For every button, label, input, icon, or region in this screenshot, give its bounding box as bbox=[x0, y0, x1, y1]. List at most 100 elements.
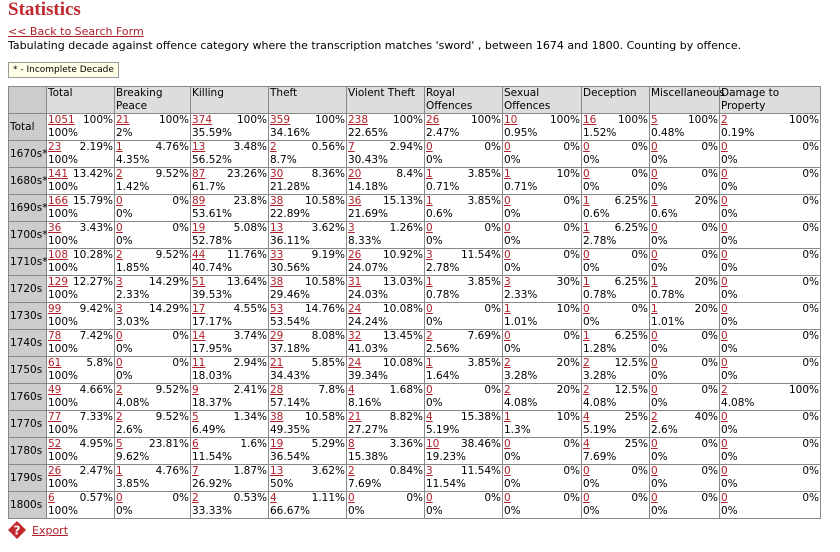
count-link[interactable]: 28 bbox=[270, 384, 284, 396]
count-link[interactable]: 6 bbox=[192, 438, 199, 450]
count-link[interactable]: 3 bbox=[504, 276, 511, 288]
count-link[interactable]: 2 bbox=[348, 465, 355, 477]
count-link[interactable]: 30 bbox=[270, 168, 284, 180]
count-link[interactable]: 0 bbox=[583, 465, 590, 477]
count-link[interactable]: 7 bbox=[192, 465, 199, 477]
count-link[interactable]: 0 bbox=[721, 303, 728, 315]
count-link[interactable]: 2 bbox=[504, 384, 511, 396]
count-link[interactable]: 2 bbox=[426, 330, 433, 342]
count-link[interactable]: 2 bbox=[651, 411, 658, 423]
count-link[interactable]: 4 bbox=[270, 492, 277, 504]
count-link[interactable]: 0 bbox=[721, 465, 728, 477]
count-link[interactable]: 3 bbox=[426, 465, 433, 477]
count-link[interactable]: 0 bbox=[721, 249, 728, 261]
count-link[interactable]: 38 bbox=[270, 195, 284, 207]
count-link[interactable]: 108 bbox=[48, 249, 69, 261]
count-link[interactable]: 0 bbox=[583, 249, 590, 261]
count-link[interactable]: 0 bbox=[651, 465, 658, 477]
export-link[interactable]: Export bbox=[32, 523, 69, 537]
count-link[interactable]: 2 bbox=[504, 357, 511, 369]
count-link[interactable]: 2 bbox=[116, 411, 123, 423]
count-link[interactable]: 3 bbox=[116, 276, 123, 288]
count-link[interactable]: 1 bbox=[426, 276, 433, 288]
count-link[interactable]: 13 bbox=[192, 141, 206, 153]
count-link[interactable]: 1 bbox=[504, 168, 511, 180]
count-link[interactable]: 1 bbox=[583, 276, 590, 288]
count-link[interactable]: 21 bbox=[270, 357, 284, 369]
count-link[interactable]: 0 bbox=[721, 168, 728, 180]
count-link[interactable]: 2 bbox=[721, 384, 728, 396]
count-link[interactable]: 0 bbox=[348, 492, 355, 504]
count-link[interactable]: 0 bbox=[583, 492, 590, 504]
count-link[interactable]: 1 bbox=[116, 141, 123, 153]
count-link[interactable]: 3 bbox=[348, 222, 355, 234]
count-link[interactable]: 0 bbox=[651, 438, 658, 450]
count-link[interactable]: 1 bbox=[651, 276, 658, 288]
count-link[interactable]: 0 bbox=[721, 411, 728, 423]
count-link[interactable]: 26 bbox=[348, 249, 362, 261]
count-link[interactable]: 1 bbox=[504, 303, 511, 315]
count-link[interactable]: 23 bbox=[48, 141, 62, 153]
count-link[interactable]: 53 bbox=[270, 303, 284, 315]
count-link[interactable]: 3 bbox=[116, 303, 123, 315]
count-link[interactable]: 0 bbox=[651, 141, 658, 153]
count-link[interactable]: 13 bbox=[270, 222, 284, 234]
count-link[interactable]: 1 bbox=[651, 195, 658, 207]
count-link[interactable]: 0 bbox=[651, 330, 658, 342]
count-link[interactable]: 0 bbox=[116, 357, 123, 369]
count-link[interactable]: 6 bbox=[48, 492, 55, 504]
count-link[interactable]: 77 bbox=[48, 411, 62, 423]
count-link[interactable]: 51 bbox=[192, 276, 206, 288]
count-link[interactable]: 0 bbox=[116, 222, 123, 234]
count-link[interactable]: 129 bbox=[48, 276, 69, 288]
count-link[interactable]: 2 bbox=[583, 384, 590, 396]
count-link[interactable]: 0 bbox=[504, 141, 511, 153]
count-link[interactable]: 2 bbox=[583, 357, 590, 369]
count-link[interactable]: 1 bbox=[583, 195, 590, 207]
count-link[interactable]: 0 bbox=[504, 330, 511, 342]
count-link[interactable]: 38 bbox=[270, 411, 284, 423]
count-link[interactable]: 0 bbox=[651, 492, 658, 504]
count-link[interactable]: 1 bbox=[583, 222, 590, 234]
count-link[interactable]: 99 bbox=[48, 303, 62, 315]
count-link[interactable]: 0 bbox=[651, 384, 658, 396]
count-link[interactable]: 89 bbox=[192, 195, 206, 207]
count-link[interactable]: 166 bbox=[48, 195, 69, 207]
count-link[interactable]: 61 bbox=[48, 357, 62, 369]
count-link[interactable]: 0 bbox=[721, 276, 728, 288]
count-link[interactable]: 359 bbox=[270, 114, 291, 126]
count-link[interactable]: 0 bbox=[504, 222, 511, 234]
count-link[interactable]: 0 bbox=[721, 492, 728, 504]
count-link[interactable]: 0 bbox=[721, 195, 728, 207]
count-link[interactable]: 374 bbox=[192, 114, 213, 126]
count-link[interactable]: 1 bbox=[583, 330, 590, 342]
count-link[interactable]: 8 bbox=[348, 438, 355, 450]
count-link[interactable]: 21 bbox=[348, 411, 362, 423]
count-link[interactable]: 19 bbox=[192, 222, 206, 234]
count-link[interactable]: 49 bbox=[48, 384, 62, 396]
count-link[interactable]: 38 bbox=[270, 276, 284, 288]
count-link[interactable]: 36 bbox=[48, 222, 62, 234]
count-link[interactable]: 44 bbox=[192, 249, 206, 261]
count-link[interactable]: 0 bbox=[721, 330, 728, 342]
count-link[interactable]: 0 bbox=[504, 249, 511, 261]
count-link[interactable]: 0 bbox=[651, 249, 658, 261]
count-link[interactable]: 0 bbox=[583, 303, 590, 315]
count-link[interactable]: 0 bbox=[426, 141, 433, 153]
count-link[interactable]: 1 bbox=[504, 411, 511, 423]
count-link[interactable]: 17 bbox=[192, 303, 206, 315]
count-link[interactable]: 1 bbox=[116, 465, 123, 477]
count-link[interactable]: 29 bbox=[270, 330, 284, 342]
count-link[interactable]: 13 bbox=[270, 465, 284, 477]
count-link[interactable]: 2 bbox=[721, 114, 728, 126]
count-link[interactable]: 5 bbox=[651, 114, 658, 126]
count-link[interactable]: 0 bbox=[721, 222, 728, 234]
count-link[interactable]: 0 bbox=[504, 465, 511, 477]
count-link[interactable]: 4 bbox=[583, 411, 590, 423]
count-link[interactable]: 0 bbox=[583, 141, 590, 153]
count-link[interactable]: 26 bbox=[426, 114, 440, 126]
count-link[interactable]: 3 bbox=[426, 249, 433, 261]
count-link[interactable]: 5 bbox=[192, 411, 199, 423]
count-link[interactable]: 14 bbox=[192, 330, 206, 342]
count-link[interactable]: 33 bbox=[270, 249, 284, 261]
